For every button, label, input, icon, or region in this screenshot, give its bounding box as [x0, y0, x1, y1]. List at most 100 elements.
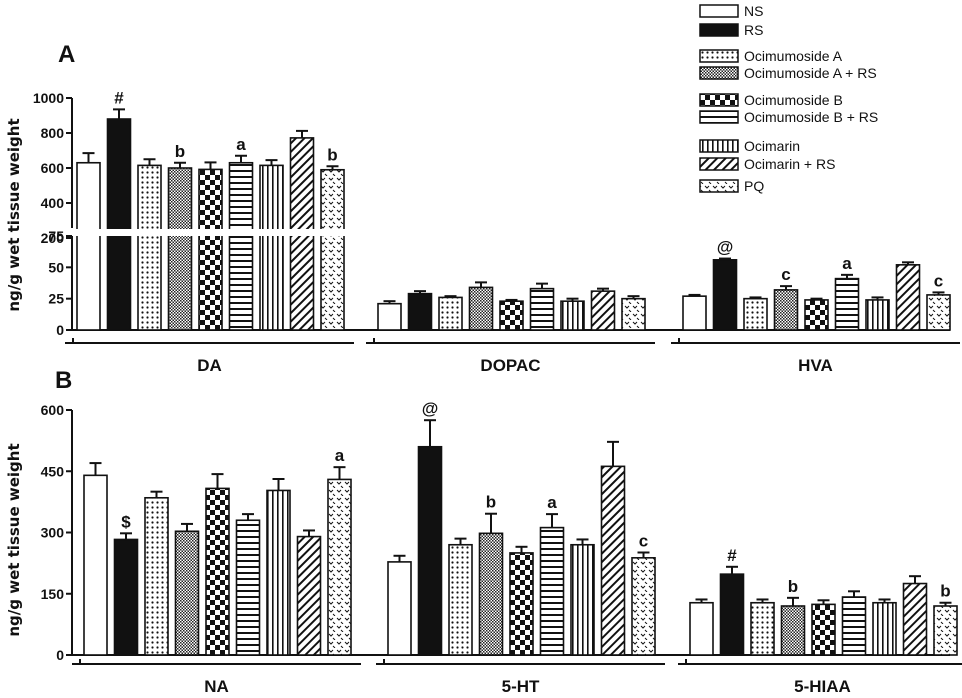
group-label: 5-HT — [502, 677, 540, 696]
legend-swatch-ocimumoside-b — [699, 93, 739, 107]
legend-swatch-ocimumoside-a-rs — [699, 66, 739, 80]
y-tick-label: 50 — [48, 259, 64, 275]
group-label: DA — [197, 356, 222, 375]
y-tick-label: 450 — [41, 463, 65, 479]
bar-na-ocimumoside-b — [205, 487, 230, 656]
bar-5-hiaa-ns — [689, 601, 714, 656]
bar-break-gap — [258, 229, 285, 236]
group-label: 5-HIAA — [794, 677, 851, 696]
bar-hva-ns — [682, 295, 707, 331]
bar-na-ocimarin-rs — [296, 535, 322, 656]
significance-mark: @ — [717, 238, 734, 257]
bar-da-ocimumoside-a — [137, 164, 162, 331]
bar-break-gap — [227, 229, 255, 236]
y-tick-label: 150 — [41, 586, 65, 602]
y-tick-label: 800 — [41, 125, 65, 141]
bar-5-hiaa-ocimumoside-a — [750, 601, 775, 656]
significance-mark: c — [781, 265, 790, 284]
group-label: HVA — [798, 356, 833, 375]
legend-swatch-ocimumoside-b-rs — [699, 110, 739, 124]
significance-mark: b — [486, 493, 496, 512]
bar-5-hiaa-ocimumoside-b-rs — [841, 596, 867, 656]
bar-5-ht-ocimarin — [570, 543, 595, 656]
legend-swatch-ocimumoside-a — [699, 49, 739, 63]
significance-mark: # — [727, 546, 737, 565]
panel-label-a: A — [58, 41, 75, 68]
bar-hva-ocimumoside-a-rs — [773, 289, 799, 331]
bar-5-ht-ocimarin-rs — [600, 465, 626, 656]
bar-na-ocimumoside-b-rs — [235, 519, 261, 656]
significance-mark: a — [547, 493, 557, 512]
group-label: DOPAC — [480, 356, 540, 375]
bar-dopac-ocimumoside-b — [499, 300, 524, 331]
panel-b-bars: $ a @ b a c # b b — [83, 399, 958, 656]
bar-da-ocimarin — [259, 164, 284, 331]
y-axis-label-b: ng/g wet tissue weight — [5, 443, 23, 636]
panel-b-ticks: 0 150 300 450 600 — [41, 402, 72, 663]
bar-na-pq — [327, 478, 352, 656]
significance-mark: b — [940, 582, 950, 601]
y-tick-label: 300 — [41, 525, 65, 541]
bar-da-rs — [106, 118, 132, 331]
bar-na-rs — [113, 538, 139, 656]
legend-swatch-pq — [699, 179, 739, 193]
y-tick-label: 600 — [41, 402, 65, 418]
bar-break-gap — [105, 229, 133, 236]
bar-5-hiaa-ocimarin — [872, 601, 897, 656]
significance-mark: b — [175, 142, 185, 161]
legend-label-ocimumoside-a: Ocimumoside A — [744, 48, 843, 64]
bar-hva-pq — [926, 294, 951, 331]
bar-5-hiaa-ocimumoside-a-rs — [780, 605, 806, 656]
y-tick-label: 400 — [41, 195, 65, 211]
panel-label-b: B — [55, 367, 72, 394]
bar-5-ht-ocimumoside-a — [448, 543, 473, 656]
y-tick-label: 1000 — [33, 90, 64, 106]
y-tick-label: 600 — [41, 160, 65, 176]
legend-swatch-ocimarin — [699, 139, 739, 153]
bar-break-gap — [288, 229, 316, 236]
bar-hva-ocimumoside-b — [804, 299, 829, 331]
panel-a-group-labels: DA DOPAC HVA — [65, 338, 960, 375]
bar-da-ocimumoside-a-rs — [167, 167, 193, 331]
y-tick-label: 0 — [56, 647, 64, 663]
bar-da-pq — [320, 168, 345, 331]
panel-a-upper-ticks: 200 400 600 800 1000 — [33, 90, 72, 246]
legend-swatch-rs — [699, 23, 739, 37]
bar-5-hiaa-pq — [933, 605, 958, 656]
legend-label-ns: NS — [744, 3, 763, 19]
significance-mark: b — [327, 145, 337, 164]
y-tick-label: 25 — [48, 291, 64, 307]
bar-na-ocimumoside-a — [144, 496, 169, 656]
legend-label-ocimumoside-b-rs: Ocimumoside B + RS — [744, 109, 878, 125]
bar-dopac-ocimumoside-b-rs — [529, 287, 555, 331]
y-tick-label: 0 — [56, 322, 64, 338]
panel-a-bars: # b a b @ c a c — [75, 88, 951, 331]
bar-na-ocimumoside-a-rs — [174, 530, 200, 656]
bar-na-ocimarin — [266, 489, 291, 656]
bar-hva-ocimarin — [865, 299, 890, 331]
bar-hva-ocimumoside-b-rs — [834, 277, 860, 331]
bar-5-hiaa-ocimarin-rs — [902, 582, 928, 656]
bar-hva-ocimarin-rs — [895, 264, 921, 331]
bar-break-gap — [166, 229, 194, 236]
bar-dopac-ocimumoside-a-rs — [468, 286, 494, 331]
bar-dopac-ocimarin — [560, 300, 585, 331]
group-label: NA — [204, 677, 229, 696]
y-tick-label: 75 — [48, 228, 64, 244]
legend-label-rs: RS — [744, 22, 763, 38]
bar-5-ht-ocimumoside-b — [509, 552, 534, 656]
bar-5-ht-rs — [417, 445, 443, 656]
bar-dopac-ocimumoside-a — [438, 296, 463, 331]
bar-5-ht-ocimumoside-b-rs — [539, 526, 565, 656]
bar-da-ns — [76, 161, 101, 331]
bar-break-gap — [75, 229, 102, 236]
significance-mark: b — [788, 577, 798, 596]
legend-label-pq: PQ — [744, 178, 764, 194]
legend-label-ocimarin: Ocimarin — [744, 138, 800, 154]
significance-mark: # — [114, 88, 124, 107]
significance-mark: c — [934, 271, 943, 290]
bar-5-hiaa-ocimumoside-b — [811, 603, 836, 656]
bar-break-gap — [136, 229, 163, 236]
